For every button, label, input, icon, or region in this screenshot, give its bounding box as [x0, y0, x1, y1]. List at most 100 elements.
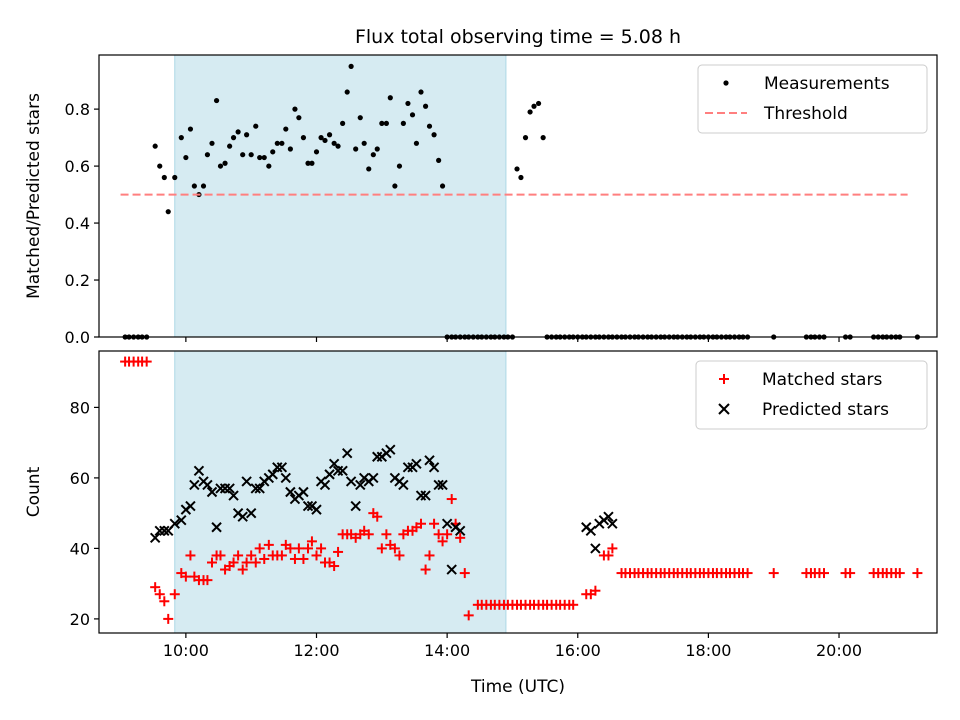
predicted-point [355, 479, 366, 491]
matched-point [163, 613, 174, 624]
predicted-point [433, 479, 444, 491]
matched-point [607, 543, 618, 554]
predicted-point [189, 479, 200, 491]
predicted-point [319, 479, 331, 491]
predicted-point [368, 472, 379, 484]
predicted-point [298, 486, 309, 498]
bottom-series-2 [149, 444, 618, 575]
measurement-point [244, 132, 250, 138]
xtick-label: 20:00 [816, 641, 862, 660]
predicted-point [372, 451, 383, 462]
measurement-point [531, 103, 537, 109]
measurement-point [431, 132, 437, 138]
top-axes-frame [98, 54, 938, 338]
measurement-point [322, 137, 328, 144]
predicted-point [603, 511, 614, 522]
measurement-point [422, 103, 429, 109]
bottom-ytick-label: 60 [70, 469, 90, 488]
measurement-point [439, 183, 446, 189]
top-legend-box [697, 64, 928, 134]
predicted-point [285, 486, 296, 498]
predicted-point [607, 518, 618, 529]
matched-point [455, 532, 466, 543]
top-legend: Measurements Threshold [697, 64, 928, 134]
matched-point [394, 550, 405, 561]
measurement-point [335, 143, 341, 149]
predicted-point [590, 543, 601, 554]
matched-point [376, 543, 387, 554]
matched-point [437, 536, 448, 547]
measurement-point [379, 120, 385, 126]
measurement-point [240, 152, 246, 158]
measurement-point [227, 143, 233, 149]
measurement-point [183, 154, 189, 161]
measurement-point [527, 109, 533, 115]
measurement-point [313, 149, 320, 155]
matched-point [276, 550, 287, 561]
predicted-point [237, 511, 248, 522]
xtick-label: 18:00 [685, 641, 731, 660]
legend-dot-icon [723, 80, 729, 86]
measurement-point [361, 140, 367, 146]
predicted-point [385, 444, 396, 455]
measurement-point [331, 140, 337, 146]
predicted-point [337, 465, 348, 477]
top-ytick-label: 0.2 [65, 271, 90, 290]
legend-label: Measurements [764, 74, 890, 94]
predicted-point [202, 479, 213, 491]
bottom-axes-frame [98, 350, 938, 634]
predicted-point [341, 448, 353, 459]
measurement-point [178, 135, 184, 141]
measurement-point [426, 123, 433, 129]
predicted-point [276, 462, 288, 473]
matched-point [603, 550, 614, 561]
matched-point [768, 568, 779, 579]
measurement-point [540, 135, 546, 141]
matched-point [429, 518, 440, 529]
matched-point [433, 529, 444, 540]
bottom-legend-box [695, 360, 928, 430]
matched-point [306, 536, 317, 547]
predicted-point [245, 507, 257, 519]
matched-point [259, 553, 270, 564]
matched-point [180, 571, 191, 582]
measurement-point [213, 97, 220, 104]
measurement-point [292, 106, 298, 112]
matched-point [463, 610, 474, 621]
measurement-point [392, 183, 398, 189]
predicted-point [241, 476, 252, 487]
predicted-point [446, 564, 457, 575]
measurement-point [253, 123, 259, 129]
bottom-legend: Matched stars Predicted stars [695, 360, 928, 430]
ratio-panel: 0.0 0.2 0.4 0.6 0.8 Matched/Predicted stars Me… [24, 54, 938, 347]
matched-point [442, 529, 453, 540]
matched-point [298, 553, 309, 564]
legend-label: Threshold [763, 104, 848, 124]
predicted-point [219, 483, 231, 494]
measurement-point [222, 160, 228, 166]
measurement-point [200, 183, 207, 189]
measurement-point [300, 135, 307, 141]
predicted-point [302, 500, 314, 512]
matched-point [150, 582, 161, 593]
top-ytick-label: 0.0 [65, 328, 90, 347]
matched-point [568, 599, 579, 610]
measurement-point [187, 126, 194, 132]
top-ytick-label: 0.6 [65, 157, 90, 176]
predicted-point [154, 525, 165, 536]
predicted-point [420, 490, 431, 501]
measurement-point [217, 163, 224, 169]
measurement-point [204, 152, 211, 158]
predicted-point [185, 500, 196, 512]
predicted-point [211, 522, 222, 533]
predicted-point [350, 500, 361, 512]
matched-point [894, 568, 905, 579]
measurement-point [261, 154, 267, 161]
measurement-point [344, 89, 350, 95]
measurement-point [230, 135, 237, 141]
bottom-ytick-label: 20 [70, 610, 90, 629]
measurement-point [409, 112, 416, 118]
measurement-point [418, 89, 424, 95]
matched-point [293, 543, 304, 554]
matched-point [237, 564, 248, 575]
